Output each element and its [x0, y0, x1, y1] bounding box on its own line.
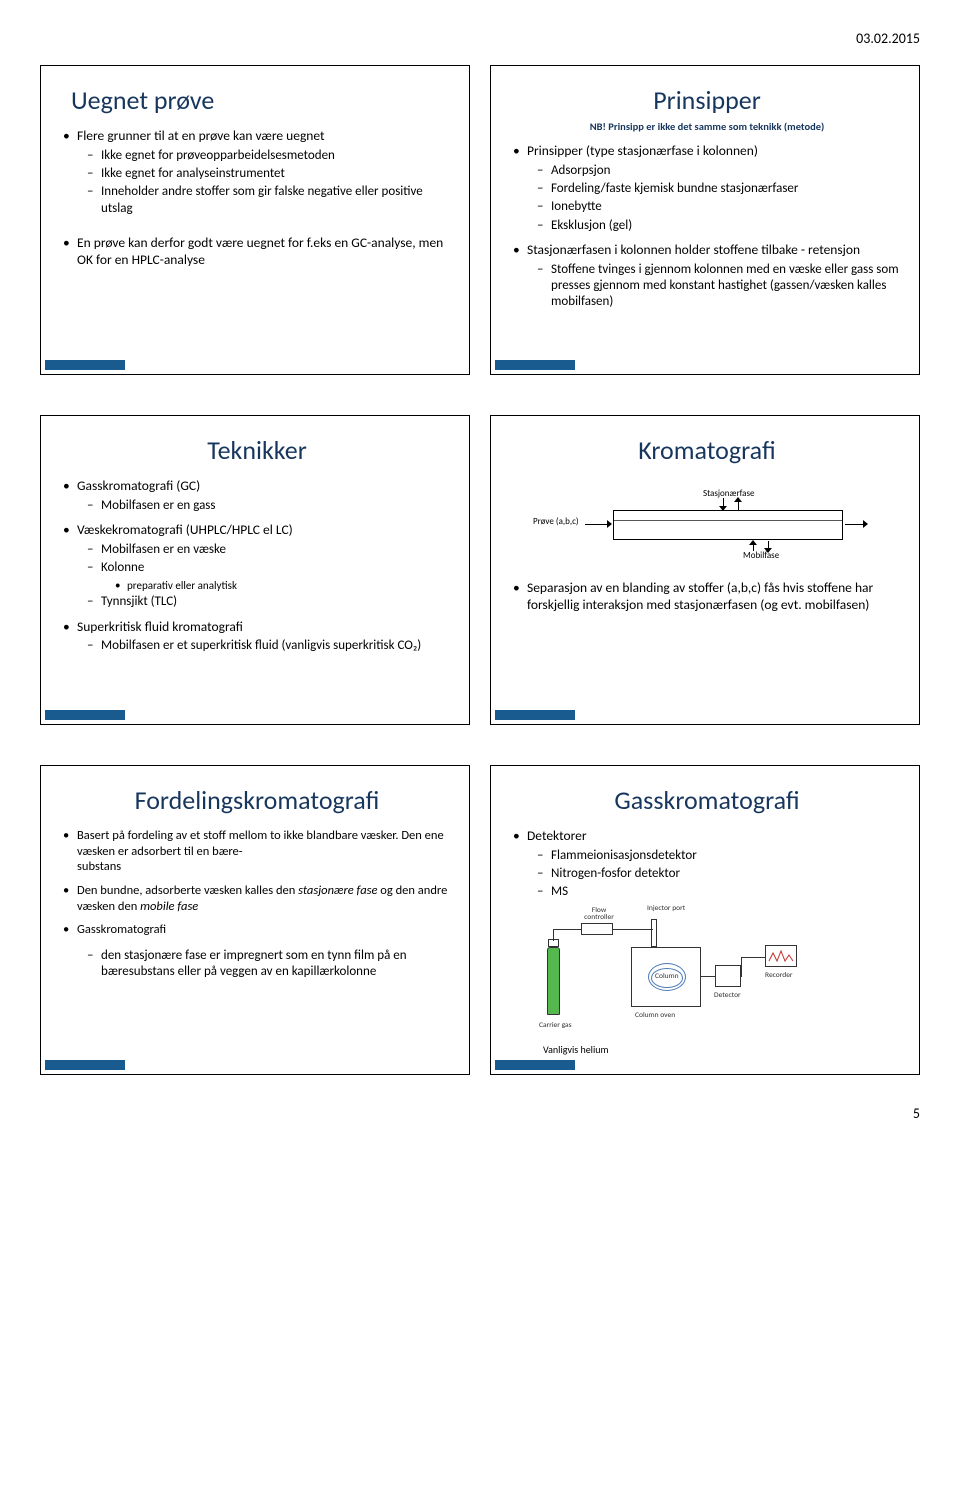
footer-tag	[45, 360, 125, 370]
bullet: Stasjonærfasen i kolonnen holder stoffen…	[513, 242, 901, 311]
bullet: Separasjon av en blanding av stoffer (a,…	[513, 580, 901, 614]
title: Prinsipper	[513, 84, 901, 116]
label-detector: Detector	[714, 991, 741, 1000]
bullet-text: Gasskromatografi (GC)	[77, 477, 200, 494]
sub-bullet: Ikke egnet for prøveopparbeidelsesmetode…	[87, 148, 451, 164]
subtitle: NB! Prinsipp er ikke det samme som tekni…	[513, 120, 901, 133]
footer-tag	[495, 710, 575, 720]
sub-bullet: Adsorpsjon	[537, 163, 901, 179]
slide-kromatografi: Kromatografi Stasjonærfase Prøve (a,b,c)…	[490, 415, 920, 725]
slide-fordelingskromatografi: Fordelingskromatografi Basert på fordeli…	[40, 765, 470, 1075]
bullet: En prøve kan derfor godt være uegnet for…	[63, 235, 451, 269]
label-recorder: Recorder	[765, 971, 793, 980]
sub-bullet: Nitrogen-fosfor detektor	[537, 866, 901, 882]
subsub-bullet: preparativ eller analytisk	[115, 579, 451, 593]
footer-tag	[45, 1060, 125, 1070]
bullet: Flere grunner til at en prøve kan være u…	[63, 128, 451, 217]
sub-bullet: Mobilfasen er en væske	[87, 542, 451, 558]
bullet-text-cont: substans	[77, 859, 121, 874]
sub-bullet: MS	[537, 884, 901, 900]
label-injector: Injector port	[647, 905, 697, 913]
bullet: Gasskromatografi den stasjonære fase er …	[63, 922, 451, 980]
bullet: Detektorer Flammeionisasjonsdetektor Nit…	[513, 828, 901, 901]
slide-gasskromatografi: Gasskromatografi Detektorer Flammeionisa…	[490, 765, 920, 1075]
label-oven: Column oven	[635, 1011, 675, 1020]
bullet-text: Superkritisk fluid kromatografi	[77, 618, 243, 635]
footer-tag	[495, 1060, 575, 1070]
sub-bullet: Ikke egnet for analyseinstrumentet	[87, 166, 451, 182]
carrier-gas-tank-icon	[547, 947, 560, 1015]
sub-bullet: Ionebytte	[537, 199, 901, 215]
sub-bullet: Mobilfasen er et superkritisk fluid (van…	[87, 638, 451, 654]
bullet: Væskekromatografi (UHPLC/HPLC el LC) Mob…	[63, 522, 451, 610]
bullet: Superkritisk fluid kromatografi Mobilfas…	[63, 619, 451, 655]
bullet: Gasskromatografi (GC) Mobilfasen er en g…	[63, 478, 451, 514]
flow-controller-icon	[581, 923, 613, 935]
label-sample: Prøve (a,b,c)	[533, 516, 579, 527]
bullet-text: Gasskromatografi	[77, 922, 166, 937]
sub-bullet: Stoffene tvinges i gjennom kolonnen med …	[537, 262, 901, 311]
bullet-text: Separasjon av en blanding av stoffer (a,…	[527, 579, 873, 613]
sub-bullet: Mobilfasen er en gass	[87, 498, 451, 514]
title: Teknikker	[63, 434, 451, 466]
sub-bullet: Fordeling/faste kjemisk bundne stasjonær…	[537, 181, 901, 197]
bullet-text: Prinsipper (type stasjonærfase i kolonne…	[527, 142, 758, 159]
column-rect	[613, 510, 843, 540]
sub-bullet: den stasjonære fase er impregnert som en…	[87, 948, 451, 981]
gc-schematic: Carrier gas Flow controller Injector por…	[543, 909, 803, 1049]
detector-icon	[715, 965, 741, 987]
sub-bullet-text: Kolonne	[101, 560, 144, 575]
label-carrier: Carrier gas	[539, 1021, 572, 1030]
chromatography-diagram: Stasjonærfase Prøve (a,b,c) Mobilfase	[523, 478, 891, 568]
title: Gasskromatografi	[513, 784, 901, 816]
bullet-text: Flere grunner til at en prøve kan være u…	[77, 127, 325, 144]
header-date: 03.02.2015	[40, 30, 920, 47]
bullet: Basert på fordeling av et stoff mellom t…	[63, 828, 451, 875]
sub-bullet: Eksklusjon (gel)	[537, 218, 901, 234]
bullet-text: En prøve kan derfor godt være uegnet for…	[77, 234, 443, 268]
sub-bullet: Kolonne preparativ eller analytisk	[87, 560, 451, 592]
bullet: Den bundne, adsorberte væsken kalles den…	[63, 883, 451, 914]
slide-uegnet-prove: Uegnet prøve Flere grunner til at en prø…	[40, 65, 470, 375]
sub-bullet: Flammeionisasjonsdetektor	[537, 848, 901, 864]
injector-icon	[651, 919, 657, 947]
label-column: Column	[655, 972, 679, 981]
sub-bullet: Tynnsjikt (TLC)	[87, 594, 451, 610]
label-mobile: Mobilfase	[743, 550, 779, 561]
page-number: 5	[40, 1105, 920, 1122]
title: Fordelingskromatografi	[63, 784, 451, 816]
slides-grid: Uegnet prøve Flere grunner til at en prø…	[40, 65, 920, 1075]
footer-tag	[45, 710, 125, 720]
bullet-text: Basert på fordeling av et stoff mellom t…	[77, 828, 444, 859]
title: Kromatografi	[513, 434, 901, 466]
bullet: Prinsipper (type stasjonærfase i kolonne…	[513, 143, 901, 234]
label-stationary: Stasjonærfase	[703, 488, 754, 499]
bullet-text: Væskekromatografi (UHPLC/HPLC el LC)	[77, 521, 293, 538]
label-flow: Flow controller	[579, 907, 619, 922]
title: Uegnet prøve	[71, 84, 451, 116]
slide-prinsipper: Prinsipper NB! Prinsipp er ikke det samm…	[490, 65, 920, 375]
bullet-text: Detektorer	[527, 827, 587, 844]
bullet-text: Stasjonærfasen i kolonnen holder stoffen…	[527, 241, 860, 258]
slide-teknikker: Teknikker Gasskromatografi (GC) Mobilfas…	[40, 415, 470, 725]
footer-tag	[495, 360, 575, 370]
sub-bullet: Inneholder andre stoffer som gir falske …	[87, 184, 451, 217]
